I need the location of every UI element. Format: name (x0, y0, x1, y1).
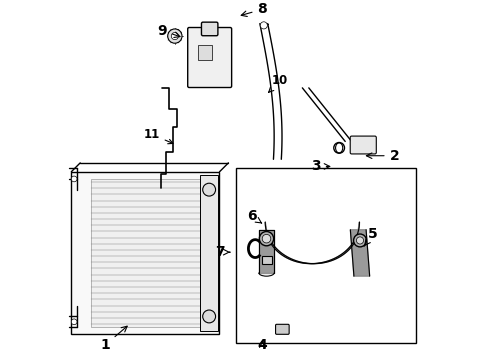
Circle shape (259, 231, 273, 246)
FancyBboxPatch shape (187, 27, 231, 87)
Polygon shape (264, 222, 359, 264)
Circle shape (353, 234, 366, 247)
Bar (200, 175, 218, 331)
Circle shape (203, 183, 215, 196)
Bar (198, 45, 212, 60)
Bar (91, 179, 200, 327)
Circle shape (262, 234, 270, 243)
Text: 7: 7 (214, 245, 229, 259)
Circle shape (356, 237, 363, 244)
FancyBboxPatch shape (275, 324, 288, 334)
Text: 1: 1 (100, 326, 127, 352)
Text: 3: 3 (310, 159, 329, 174)
Circle shape (71, 176, 77, 182)
FancyBboxPatch shape (349, 136, 376, 154)
Bar (261, 256, 271, 264)
Text: 8: 8 (241, 2, 266, 17)
FancyBboxPatch shape (201, 22, 218, 36)
Text: 11: 11 (143, 128, 173, 144)
Circle shape (260, 22, 267, 29)
Text: 4: 4 (257, 338, 266, 352)
Text: 2: 2 (366, 149, 399, 163)
Bar (235, 168, 415, 343)
Circle shape (167, 29, 182, 43)
Polygon shape (349, 230, 369, 276)
Circle shape (171, 32, 178, 40)
Text: 10: 10 (268, 74, 288, 92)
Circle shape (203, 310, 215, 323)
Bar (71, 172, 219, 334)
Circle shape (71, 319, 77, 325)
Text: 9: 9 (157, 24, 180, 38)
Text: 5: 5 (364, 227, 377, 246)
Text: 6: 6 (246, 210, 261, 224)
